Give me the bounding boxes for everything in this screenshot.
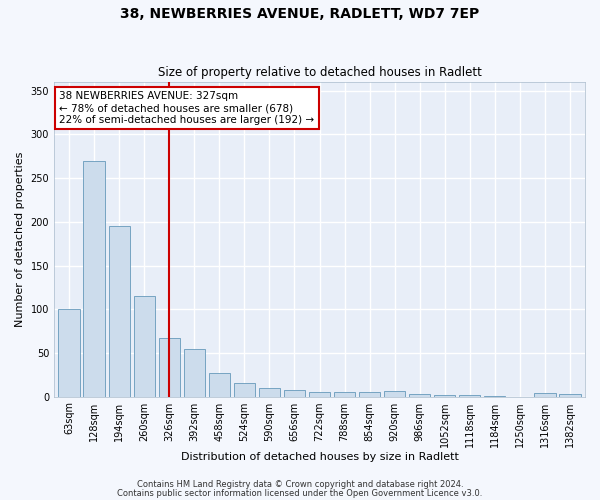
Text: Contains public sector information licensed under the Open Government Licence v3: Contains public sector information licen… (118, 489, 482, 498)
Bar (334, 392, 355, 396)
Bar (83, 160, 105, 396)
Bar (58, 309, 80, 396)
Bar (234, 382, 255, 396)
Title: Size of property relative to detached houses in Radlett: Size of property relative to detached ho… (158, 66, 481, 80)
Bar (134, 296, 155, 396)
Bar (559, 394, 581, 396)
Bar (158, 338, 180, 396)
Text: 38, NEWBERRIES AVENUE, RADLETT, WD7 7EP: 38, NEWBERRIES AVENUE, RADLETT, WD7 7EP (121, 8, 479, 22)
Bar (184, 350, 205, 397)
Bar (384, 392, 406, 396)
Bar (109, 226, 130, 396)
Bar (359, 392, 380, 396)
Bar (534, 393, 556, 396)
Bar (409, 394, 430, 396)
Y-axis label: Number of detached properties: Number of detached properties (15, 152, 25, 327)
Text: 38 NEWBERRIES AVENUE: 327sqm
← 78% of detached houses are smaller (678)
22% of s: 38 NEWBERRIES AVENUE: 327sqm ← 78% of de… (59, 92, 314, 124)
Bar (459, 395, 481, 396)
X-axis label: Distribution of detached houses by size in Radlett: Distribution of detached houses by size … (181, 452, 458, 462)
Bar (309, 392, 330, 396)
Bar (259, 388, 280, 396)
Bar (209, 373, 230, 396)
Bar (434, 395, 455, 396)
Bar (284, 390, 305, 396)
Text: Contains HM Land Registry data © Crown copyright and database right 2024.: Contains HM Land Registry data © Crown c… (137, 480, 463, 489)
